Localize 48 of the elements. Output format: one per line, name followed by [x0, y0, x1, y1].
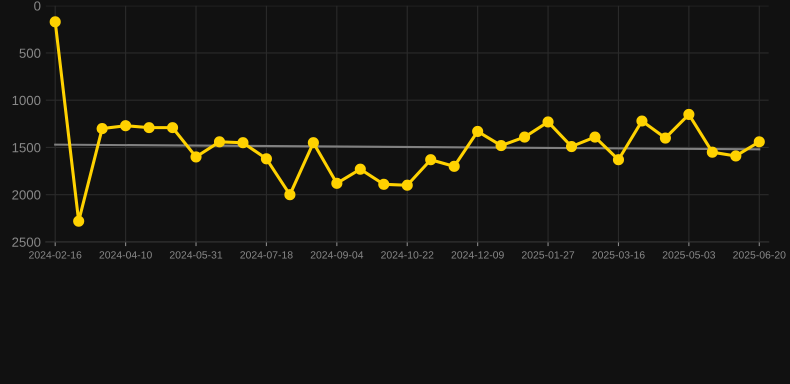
point	[144, 122, 155, 134]
x-tick-label: 2024-10-22	[381, 251, 434, 259]
y-tick-label: 1000	[12, 96, 40, 106]
point	[120, 120, 132, 132]
point	[589, 132, 601, 143]
y-tick-label: 0	[34, 1, 40, 11]
point	[730, 150, 742, 162]
point	[73, 216, 84, 227]
point	[214, 136, 226, 148]
point	[519, 132, 530, 143]
x-tick-label: 2025-03-16	[592, 251, 645, 259]
x-tick-label: 2024-05-31	[170, 251, 222, 259]
point	[706, 146, 718, 158]
point	[660, 132, 671, 144]
point	[612, 154, 624, 166]
point	[308, 137, 319, 148]
point	[260, 153, 272, 164]
point	[331, 178, 342, 189]
y-tick-label: 2500	[12, 237, 40, 247]
point	[566, 140, 578, 152]
point	[378, 178, 390, 190]
x-tick-label: 2024-12-09	[452, 251, 504, 259]
x-tick-label: 2025-05-03	[662, 251, 716, 259]
point	[496, 140, 507, 152]
x-tick-label: 2024-09-04	[310, 251, 364, 259]
point	[96, 123, 108, 134]
point	[472, 126, 484, 137]
y-tick-label: 500	[19, 48, 40, 58]
point	[402, 180, 413, 191]
point	[425, 154, 436, 166]
point	[754, 136, 765, 148]
point	[284, 189, 296, 200]
x-tick-label: 2025-06-20	[733, 251, 786, 259]
x-tick-label: 2024-07-18	[240, 251, 293, 259]
x-tick-label: 2025-01-27	[522, 251, 574, 259]
point	[190, 151, 202, 162]
x-tick-label: 2024-04-10	[100, 251, 152, 259]
point	[448, 160, 460, 172]
y-tick-label: 2000	[12, 190, 40, 200]
point	[683, 108, 694, 120]
point	[542, 116, 554, 128]
point	[237, 137, 249, 148]
point	[50, 16, 61, 28]
point	[636, 115, 648, 127]
x-tick-label: 2024-02-16	[29, 251, 82, 259]
point	[166, 122, 178, 134]
y-tick-label: 1500	[12, 143, 40, 152]
point	[354, 164, 366, 175]
